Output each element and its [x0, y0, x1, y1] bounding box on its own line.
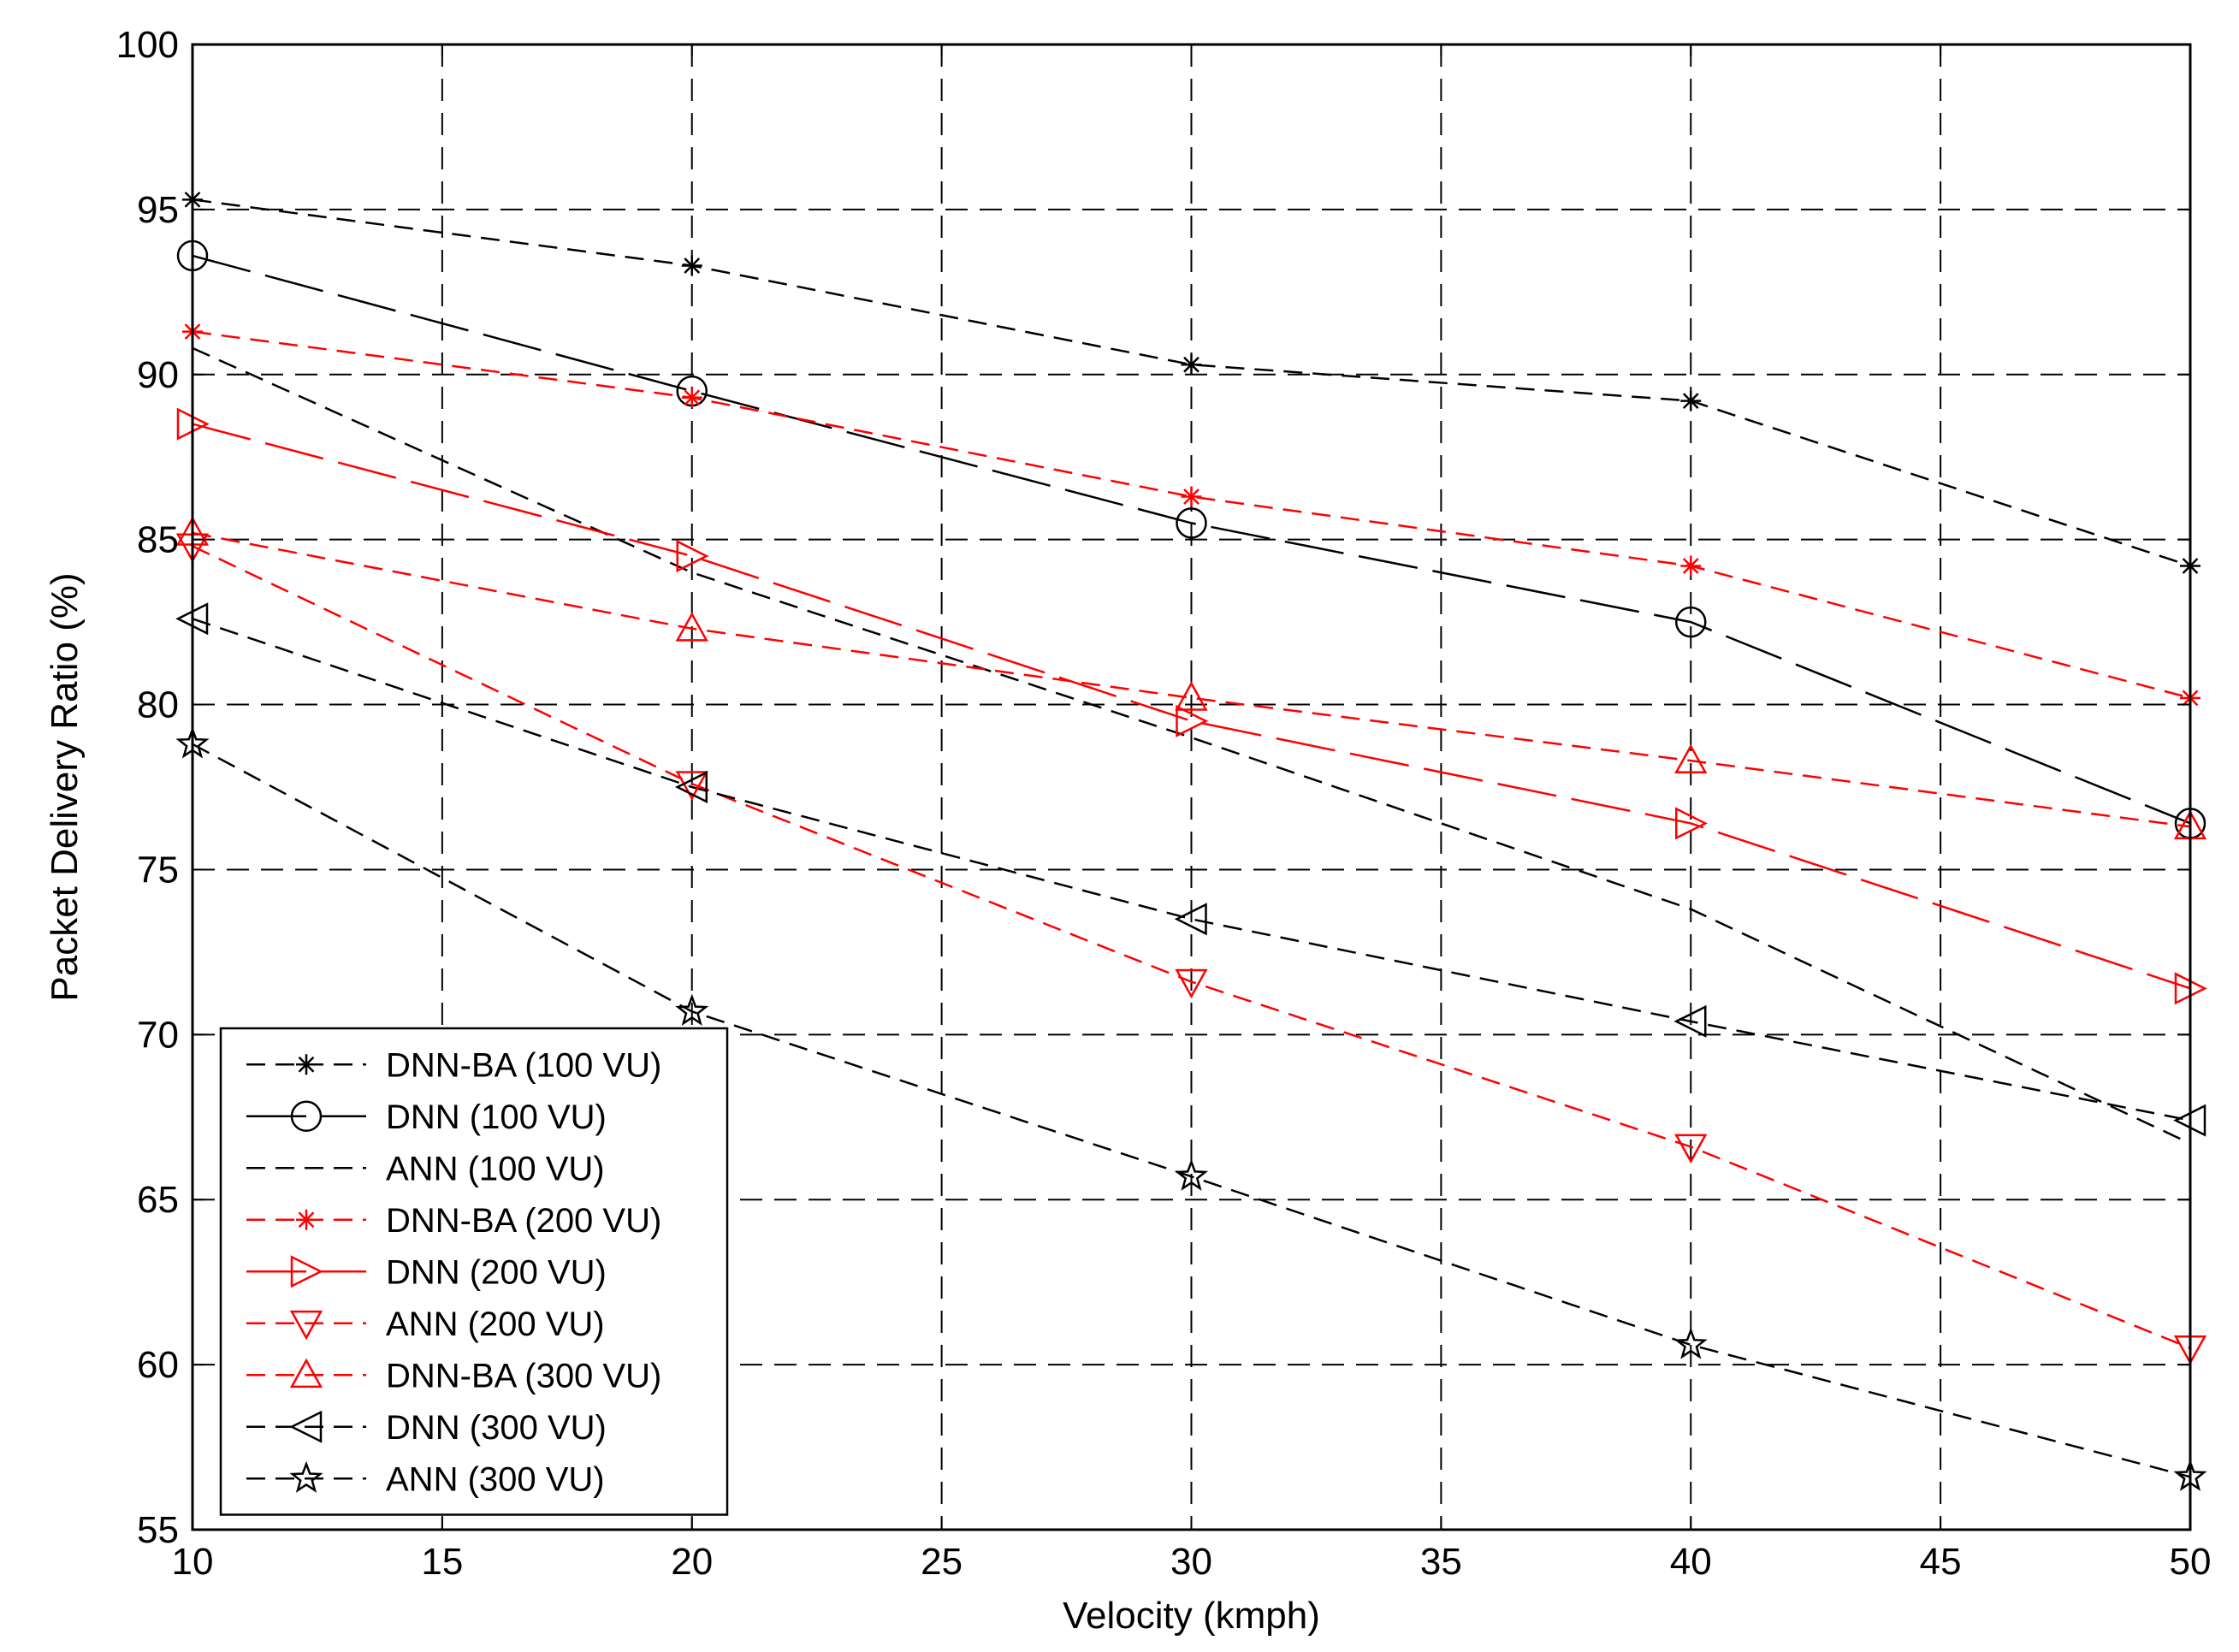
series-line-3 [192, 346, 2191, 1145]
series-1-point [1181, 354, 1202, 376]
legend-swatch-marker [289, 1310, 323, 1341]
series-line-2 [192, 254, 2191, 825]
series-8-point [1174, 903, 1207, 936]
series-7-point [675, 612, 708, 642]
series-lines [192, 198, 2191, 1478]
legend-label: ANN (100 VU) [386, 1150, 605, 1187]
legend: DNN-BA (100 VU) DNN (100 VU) ANN (100 VU) D… [219, 1027, 729, 1516]
legend-label: DNN (300 VU) [386, 1409, 607, 1447]
series-2-point [1675, 606, 1707, 638]
series-6-point [675, 771, 708, 801]
series-7-point [1175, 681, 1208, 711]
legend-label: DNN-BA (300 VU) [386, 1357, 661, 1394]
y-tick-label: 60 [137, 1344, 179, 1386]
series-line-8 [192, 618, 2191, 1122]
series-line-6 [192, 545, 2191, 1349]
series-line-4 [192, 330, 2191, 700]
series-line-1 [192, 198, 2191, 567]
legend-label: DNN (100 VU) [386, 1098, 607, 1136]
series-line-5 [192, 423, 2191, 990]
y-tick-label: 75 [137, 849, 179, 891]
y-tick-label: 55 [137, 1509, 179, 1551]
legend-swatch-marker [290, 1100, 323, 1132]
series-9-point [1673, 1327, 1708, 1359]
series-line-9 [192, 743, 2191, 1478]
series-7-point [1674, 743, 1708, 773]
series-9-point [675, 993, 709, 1027]
x-tick-label: 15 [421, 1541, 463, 1583]
series-4-point [681, 387, 702, 408]
series-8-point [674, 770, 708, 804]
legend-label: DNN-BA (100 VU) [386, 1046, 661, 1084]
series-6-point [1175, 968, 1208, 999]
legend-label: ANN (200 VU) [386, 1306, 605, 1343]
x-tick-label: 50 [2170, 1541, 2212, 1583]
x-tick-label: 25 [921, 1541, 963, 1583]
series-9-point [1174, 1158, 1209, 1191]
legend-swatch-marker [289, 1460, 323, 1493]
series-1-point [681, 255, 702, 276]
series-2-point [1176, 507, 1207, 539]
series-4-point [1680, 555, 1702, 577]
legend-swatch-marker [289, 1358, 323, 1389]
y-tick-label: 85 [137, 519, 179, 561]
legend-label: DNN (200 VU) [386, 1253, 607, 1291]
legend-swatch-marker [290, 1255, 323, 1288]
x-tick-label: 40 [1670, 1541, 1712, 1583]
y-tick-label: 90 [137, 354, 179, 396]
grid [193, 44, 2190, 1530]
x-tick-label: 20 [671, 1541, 713, 1583]
y-axis-title: Packet Delivery Ratio (%) [44, 572, 86, 1001]
x-tick-label: 45 [1920, 1541, 1962, 1583]
y-tick-label: 100 [116, 24, 179, 66]
legend-swatch-marker [296, 1209, 317, 1230]
series-4-point [1181, 486, 1202, 507]
y-tick-label: 80 [137, 684, 179, 726]
y-tick-label: 65 [137, 1179, 179, 1221]
x-tick-label: 35 [1420, 1541, 1462, 1583]
x-tick-label: 30 [1170, 1541, 1212, 1583]
series-5-point [1675, 807, 1709, 840]
y-tick-label: 95 [137, 189, 179, 231]
legend-swatch-marker [296, 1054, 317, 1075]
x-axis-title: Velocity (kmph) [1063, 1595, 1320, 1637]
series-1-point [1680, 390, 1702, 412]
series-8-point [1673, 1004, 1707, 1038]
y-tick-label: 70 [137, 1014, 179, 1056]
legend-label: DNN-BA (200 VU) [386, 1202, 661, 1240]
series-5-point [676, 539, 709, 572]
legend-swatch-marker [289, 1410, 323, 1443]
x-tick-label: 10 [172, 1541, 214, 1583]
axis-ticks: 10 15 20 25 30 35 40 45 50 55 60 65 70 75 80 85 90 95 100 [116, 24, 2212, 1583]
legend-label: ANN (300 VU) [386, 1460, 605, 1498]
series-5-point [1176, 704, 1209, 737]
series-6-point [1674, 1134, 1708, 1164]
